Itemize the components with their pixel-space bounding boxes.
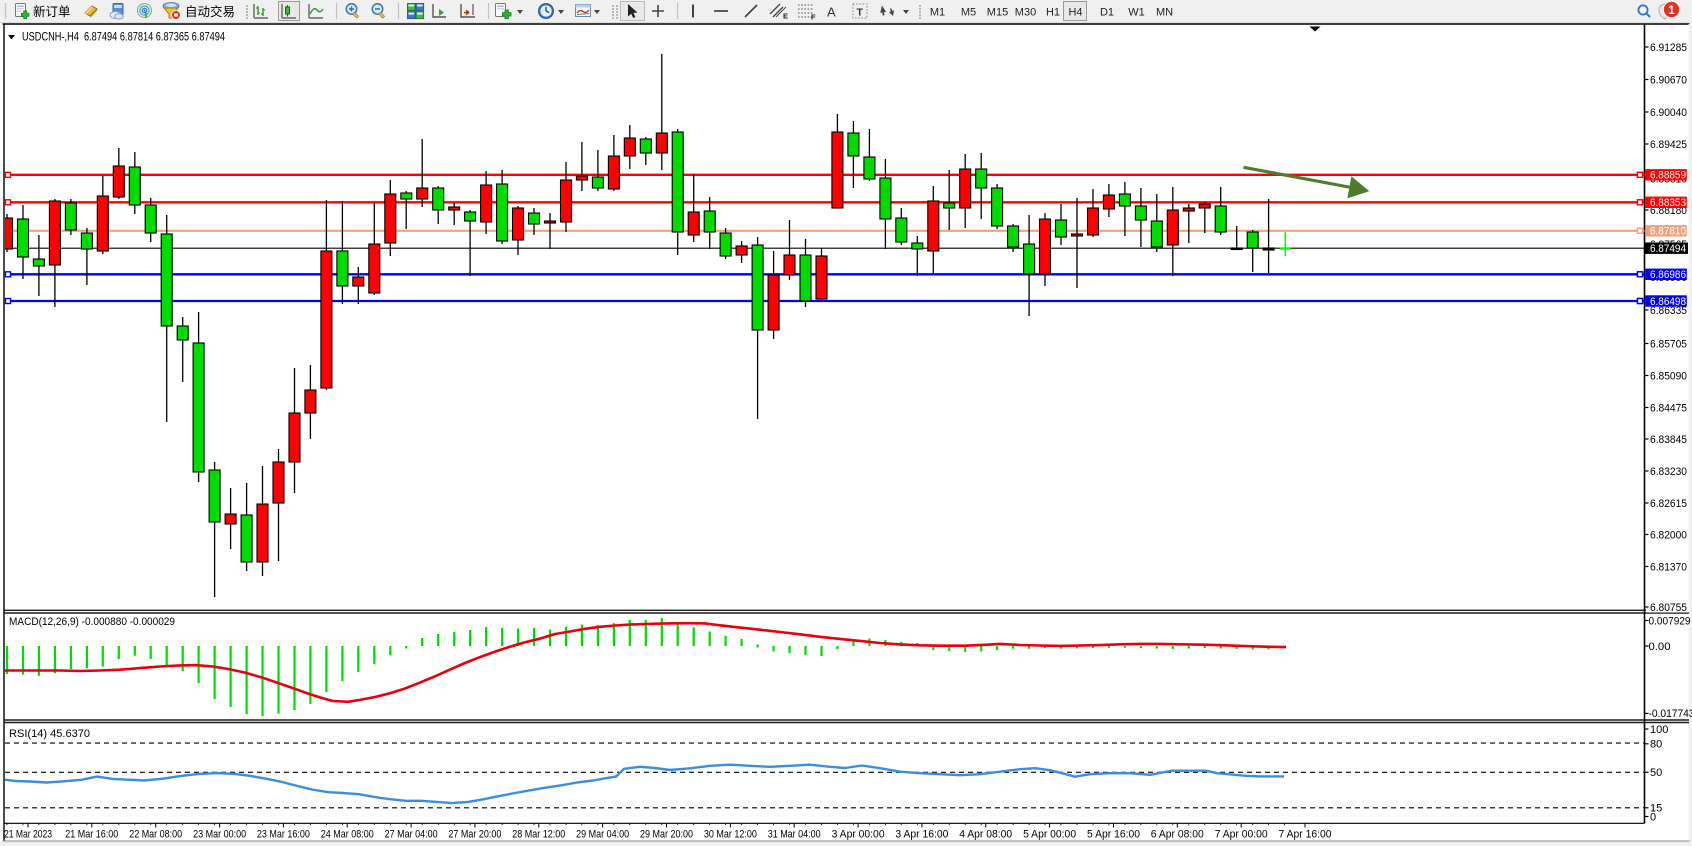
svg-text:27 Mar 20:00: 27 Mar 20:00	[448, 829, 501, 841]
svg-text:6.85090: 6.85090	[1650, 370, 1687, 382]
svg-text:W1: W1	[1128, 7, 1145, 19]
svg-text:27 Mar 04:00: 27 Mar 04:00	[385, 829, 438, 841]
svg-text:6.87494: 6.87494	[1650, 243, 1686, 255]
svg-text:5 Apr 00:00: 5 Apr 00:00	[1023, 829, 1076, 841]
svg-text:RSI(14) 45.6370: RSI(14) 45.6370	[9, 728, 90, 740]
svg-text:6.90670: 6.90670	[1650, 74, 1687, 86]
svg-text:H1: H1	[1046, 7, 1060, 19]
svg-text:MACD(12,26,9) -0.000880 -0.000: MACD(12,26,9) -0.000880 -0.000029	[9, 616, 175, 628]
svg-text:6.85705: 6.85705	[1650, 338, 1687, 350]
svg-text:29 Mar 04:00: 29 Mar 04:00	[576, 829, 629, 841]
svg-text:22 Mar 08:00: 22 Mar 08:00	[129, 829, 182, 841]
svg-text:29 Mar 20:00: 29 Mar 20:00	[640, 829, 693, 841]
svg-text:A: A	[827, 5, 836, 20]
svg-text:6.83845: 6.83845	[1650, 434, 1687, 446]
svg-text:6.82000: 6.82000	[1650, 529, 1687, 541]
svg-text:31 Mar 04:00: 31 Mar 04:00	[768, 829, 821, 841]
svg-text:6.90040: 6.90040	[1650, 107, 1687, 119]
svg-text:0.00: 0.00	[1649, 641, 1671, 653]
svg-text:6.88859: 6.88859	[1650, 170, 1686, 182]
svg-text:6.86986: 6.86986	[1650, 269, 1686, 281]
svg-text:6.87810: 6.87810	[1650, 226, 1686, 238]
svg-text:6.89425: 6.89425	[1650, 139, 1687, 151]
svg-text:3 Apr 00:00: 3 Apr 00:00	[832, 829, 885, 841]
svg-text:M1: M1	[930, 7, 945, 19]
svg-text:6.84475: 6.84475	[1650, 402, 1687, 414]
svg-text:6.86498: 6.86498	[1650, 296, 1686, 308]
svg-text:80: 80	[1650, 739, 1662, 751]
svg-text:3 Apr 16:00: 3 Apr 16:00	[895, 829, 948, 841]
svg-text:MN: MN	[1156, 7, 1173, 19]
svg-text:0.007929: 0.007929	[1649, 615, 1691, 627]
svg-text:M15: M15	[987, 7, 1008, 19]
svg-text:1: 1	[1668, 3, 1675, 17]
svg-text:H4: H4	[1068, 7, 1082, 19]
svg-text:USDCNH-,H4 6.87494 6.87814 6.: USDCNH-,H4 6.87494 6.87814 6.87365 6.874…	[22, 32, 225, 44]
svg-text:30 Mar 12:00: 30 Mar 12:00	[704, 829, 757, 841]
svg-text:50: 50	[1650, 767, 1662, 779]
svg-text:7 Apr 16:00: 7 Apr 16:00	[1279, 829, 1332, 841]
svg-text:6.88353: 6.88353	[1650, 197, 1686, 209]
svg-text:7 Apr 00:00: 7 Apr 00:00	[1215, 829, 1268, 841]
svg-text:100: 100	[1650, 724, 1668, 736]
svg-text:24 Mar 08:00: 24 Mar 08:00	[321, 829, 374, 841]
svg-text:4 Apr 08:00: 4 Apr 08:00	[959, 829, 1012, 841]
svg-text:0: 0	[1650, 811, 1656, 823]
svg-text:23 Mar 00:00: 23 Mar 00:00	[193, 829, 246, 841]
svg-text:T: T	[857, 7, 864, 19]
svg-text:M5: M5	[961, 7, 976, 19]
svg-text:23 Mar 16:00: 23 Mar 16:00	[257, 829, 310, 841]
svg-text:6 Apr 08:00: 6 Apr 08:00	[1151, 829, 1204, 841]
svg-text:5 Apr 16:00: 5 Apr 16:00	[1087, 829, 1140, 841]
svg-text:自动交易: 自动交易	[185, 4, 235, 19]
svg-text:新订单: 新订单	[33, 4, 71, 19]
svg-text:E: E	[783, 12, 788, 21]
svg-text:6.83230: 6.83230	[1650, 466, 1687, 478]
svg-text:D1: D1	[1100, 7, 1114, 19]
svg-text:M30: M30	[1015, 7, 1036, 19]
svg-text:21 Mar 16:00: 21 Mar 16:00	[65, 829, 118, 841]
svg-text:6.82615: 6.82615	[1650, 498, 1687, 510]
svg-text:15: 15	[1650, 803, 1662, 815]
svg-text:6.80755: 6.80755	[1650, 602, 1687, 614]
svg-text:6.81370: 6.81370	[1650, 561, 1687, 573]
svg-text:28 Mar 12:00: 28 Mar 12:00	[512, 829, 565, 841]
svg-text:21 Mar 2023: 21 Mar 2023	[4, 829, 52, 841]
svg-text:F: F	[811, 13, 816, 22]
svg-text:6.86335: 6.86335	[1650, 305, 1687, 317]
svg-text:6.91285: 6.91285	[1650, 42, 1687, 54]
svg-text:-0.017743: -0.017743	[1649, 708, 1692, 720]
